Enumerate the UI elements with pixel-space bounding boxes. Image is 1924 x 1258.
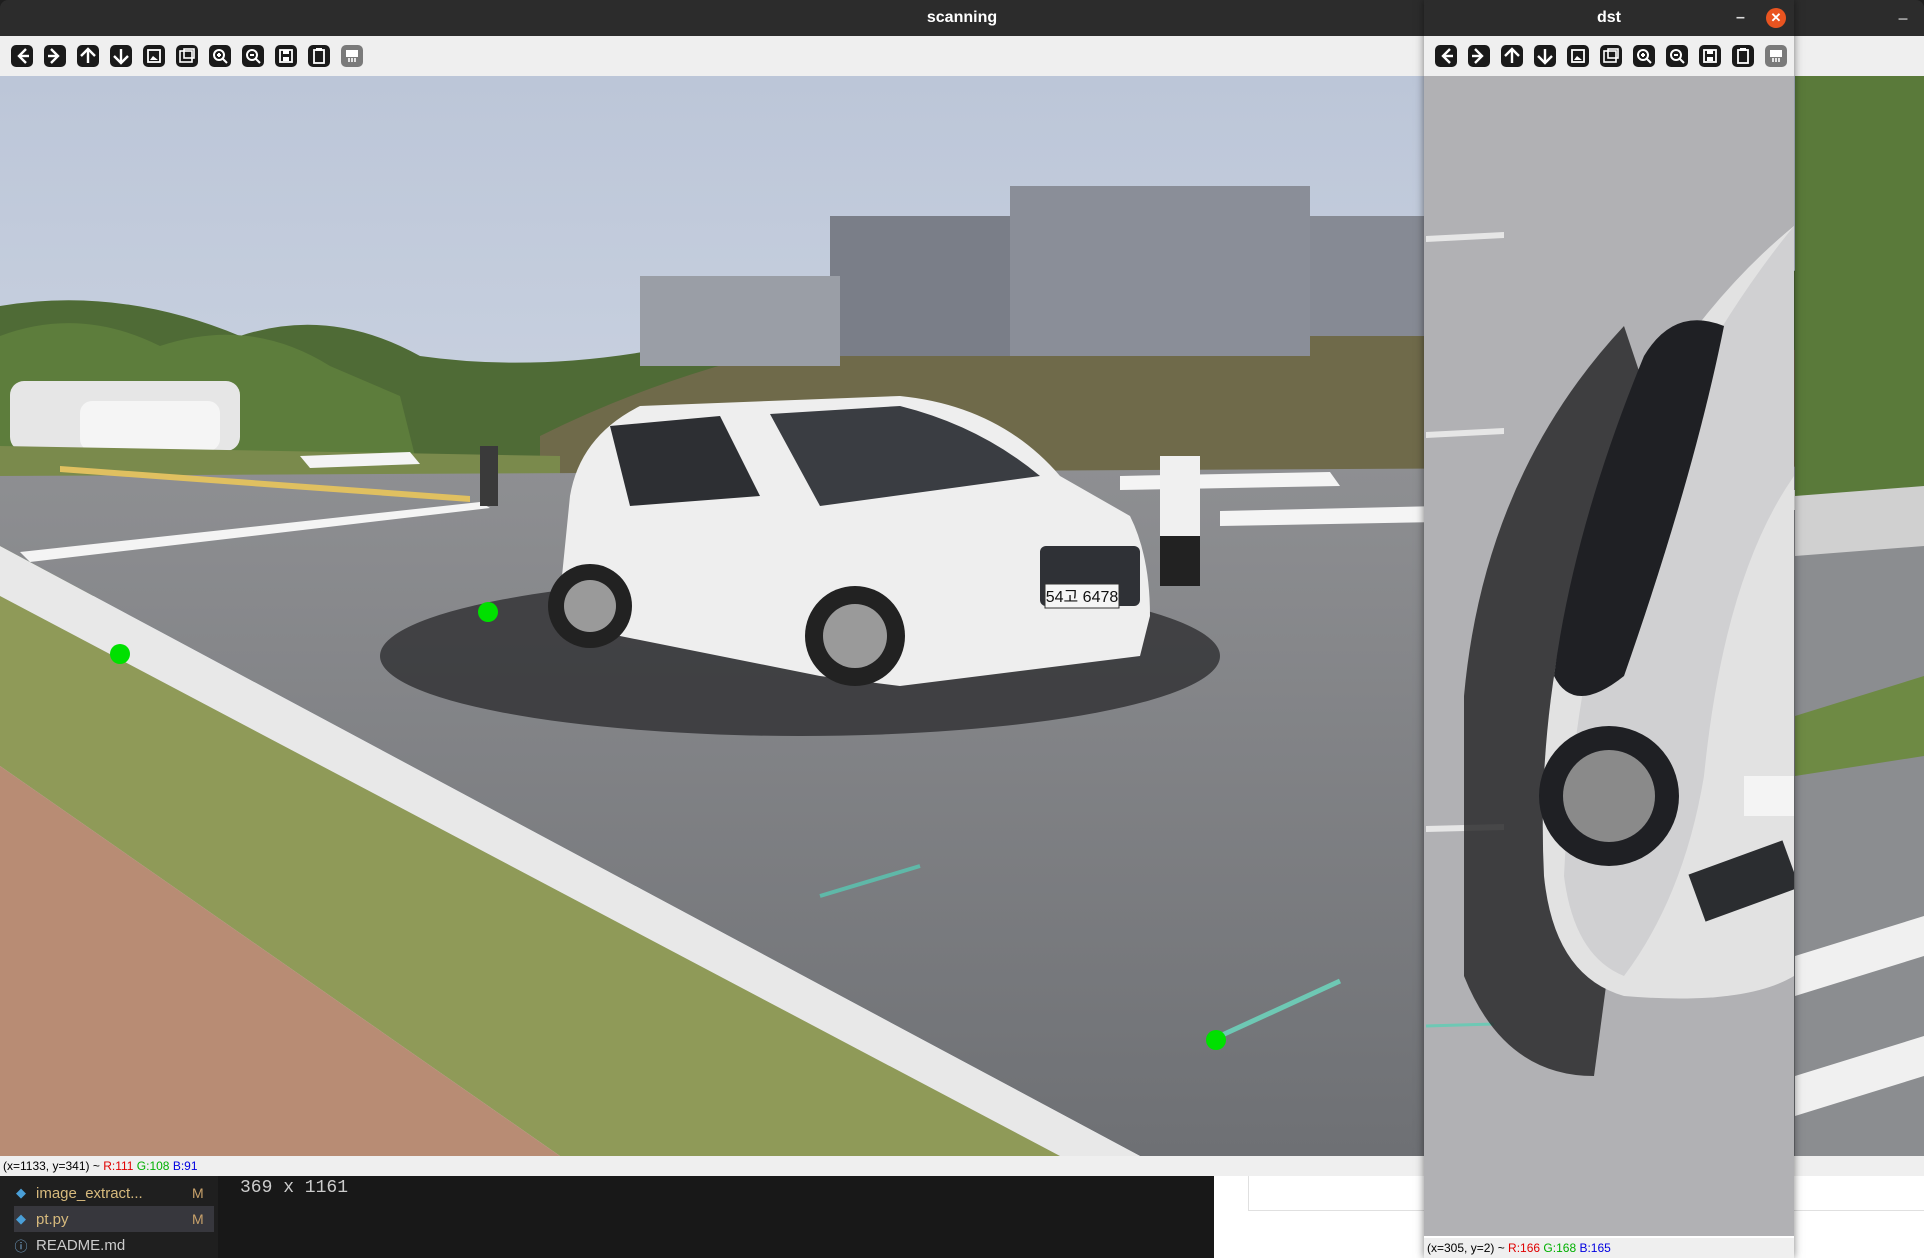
zoom-out-icon[interactable] — [240, 43, 266, 69]
arrow-up-icon[interactable] — [75, 43, 101, 69]
blue-value: B:91 — [172, 1159, 198, 1173]
info-icon: ⓘ — [14, 1238, 28, 1254]
file-explorer: ◆ image_extract... M ◆ pt.py M ⓘ README.… — [0, 1176, 218, 1258]
arrow-right-icon[interactable] — [42, 43, 68, 69]
save-icon[interactable] — [273, 43, 299, 69]
copy-clipboard-icon[interactable] — [1730, 43, 1756, 69]
explorer-item-label: image_extract... — [36, 1184, 143, 1202]
zoom-in-icon[interactable] — [1631, 43, 1657, 69]
save-icon[interactable] — [1697, 43, 1723, 69]
arrow-up-icon[interactable] — [1499, 43, 1525, 69]
zoom-out-icon[interactable] — [1664, 43, 1690, 69]
fit-image-icon[interactable] — [141, 43, 167, 69]
modified-badge: M — [192, 1211, 204, 1227]
fit-image-icon[interactable] — [1565, 43, 1591, 69]
scanning-image[interactable]: 54고 6478 — [0, 76, 1924, 1156]
explorer-item-label: pt.py — [36, 1210, 69, 1228]
red-value: R:166 — [1508, 1241, 1541, 1255]
python-file-icon: ◆ — [16, 1185, 26, 1200]
minimize-icon[interactable]: – — [1897, 8, 1908, 28]
arrow-left-icon[interactable] — [1433, 43, 1459, 69]
arrow-down-icon[interactable] — [108, 43, 134, 69]
cursor-coordinates: (x=1133, y=341) ~ — [3, 1159, 104, 1173]
close-icon[interactable]: ✕ — [1766, 8, 1786, 28]
zoom-original-icon[interactable] — [1598, 43, 1624, 69]
license-plate-text: 54고 6478 — [1046, 589, 1119, 606]
arrow-down-icon[interactable] — [1532, 43, 1558, 69]
dst-toolbar — [1424, 36, 1794, 76]
corner-marker — [110, 644, 130, 664]
cursor-coordinates: (x=305, y=2) ~ — [1427, 1241, 1509, 1255]
dst-image[interactable] — [1424, 76, 1794, 1236]
window-title: scanning — [926, 9, 998, 26]
properties-icon[interactable] — [1763, 43, 1789, 69]
green-value: G:168 — [1543, 1241, 1577, 1255]
python-file-icon: ◆ — [16, 1211, 26, 1226]
corner-marker — [1206, 1030, 1226, 1050]
explorer-item-readme[interactable]: ⓘ README.md — [14, 1232, 214, 1258]
dst-title-bar[interactable]: dst – ✕ — [1424, 0, 1794, 36]
window-title: dst — [1597, 9, 1621, 26]
properties-icon[interactable] — [339, 43, 365, 69]
explorer-item-label: README.md — [36, 1236, 126, 1254]
blue-value: B:165 — [1579, 1241, 1611, 1255]
explorer-item-pt-py[interactable]: ◆ pt.py M — [14, 1206, 214, 1232]
modified-badge: M — [192, 1185, 204, 1201]
green-value: G:108 — [136, 1159, 170, 1173]
arrow-right-icon[interactable] — [1466, 43, 1492, 69]
explorer-item-image-extract[interactable]: ◆ image_extract... M — [14, 1180, 214, 1206]
red-value: R:111 — [103, 1159, 134, 1173]
dst-window: dst – ✕ (x=305, y=2) ~ R:166 G:168 B:165 — [1424, 0, 1794, 1258]
terminal-output: 369 x 1161 — [240, 1178, 349, 1198]
dst-status-bar: (x=305, y=2) ~ R:166 G:168 B:165 — [1424, 1238, 1794, 1258]
zoom-in-icon[interactable] — [207, 43, 233, 69]
zoom-original-icon[interactable] — [174, 43, 200, 69]
corner-marker — [478, 602, 498, 622]
minimize-icon[interactable]: – — [1736, 9, 1745, 26]
copy-clipboard-icon[interactable] — [306, 43, 332, 69]
arrow-left-icon[interactable] — [9, 43, 35, 69]
